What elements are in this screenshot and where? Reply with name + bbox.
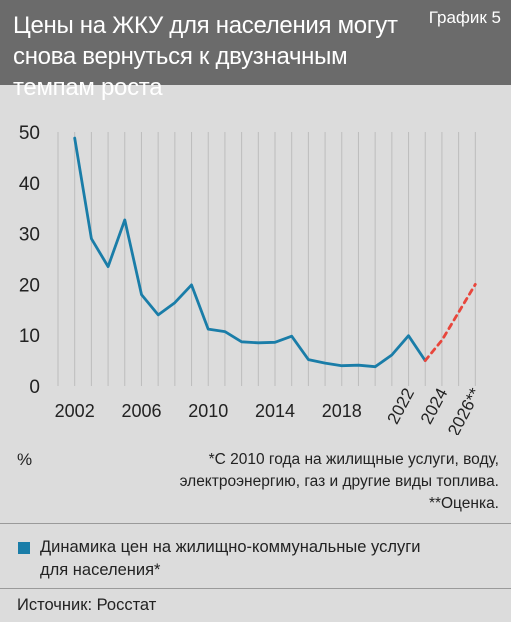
graph-number-label: График 5 [428, 8, 501, 27]
y-tick-label: 10 [19, 326, 40, 347]
unit-label: % [17, 450, 33, 469]
legend-label-line2: для населения* [40, 561, 161, 579]
chart-header: Цены на ЖКУ для населения могут снова ве… [0, 0, 511, 101]
legend-label: Динамика цен на жилищно-коммунальные усл… [40, 536, 480, 582]
x-tick-label: 2026** [444, 385, 485, 435]
x-tick-label: 2014 [255, 401, 295, 421]
x-tick-label: 2018 [322, 401, 362, 421]
y-tick-label: 50 [19, 123, 40, 144]
y-tick-label: 40 [19, 174, 40, 195]
line-chart: 0 10 20 30 40 50 2002 2006 2010 2014 2018 202220242… [19, 123, 485, 435]
y-tick-label: 20 [19, 275, 40, 296]
x-tick-label: 2010 [188, 401, 228, 421]
footnotes: *С 2010 года на жилищные услуги, воду, э… [119, 449, 499, 515]
divider [0, 523, 511, 524]
series-line [73, 136, 427, 369]
legend-label-line1: Динамика цен на жилищно-коммунальные усл… [40, 538, 421, 556]
footnote-line: *С 2010 года на жилищные услуги, воду, [208, 451, 499, 468]
source-label: Источник: Росстат [17, 596, 157, 614]
legend-swatch [18, 542, 30, 554]
x-tick-label: 2022 [384, 385, 419, 427]
divider [0, 588, 511, 589]
footnote-line: электроэнергию, газ и другие виды топлив… [179, 473, 499, 490]
footnote-line: **Оценка. [428, 495, 499, 512]
x-tick-label: 2006 [121, 401, 161, 421]
chart-title: Цены на ЖКУ для населения могут снова ве… [13, 10, 413, 103]
estimate-series-line [423, 282, 477, 363]
y-tick-label: 0 [29, 377, 40, 398]
chart-title-line1: Цены на ЖКУ для населения могут [13, 12, 398, 39]
y-tick-label: 30 [19, 225, 40, 246]
x-tick-label: 2024 [417, 385, 452, 427]
x-tick-label: 2002 [55, 401, 95, 421]
chart-title-line2: снова вернуться к двузначным темпам рост… [13, 43, 348, 101]
